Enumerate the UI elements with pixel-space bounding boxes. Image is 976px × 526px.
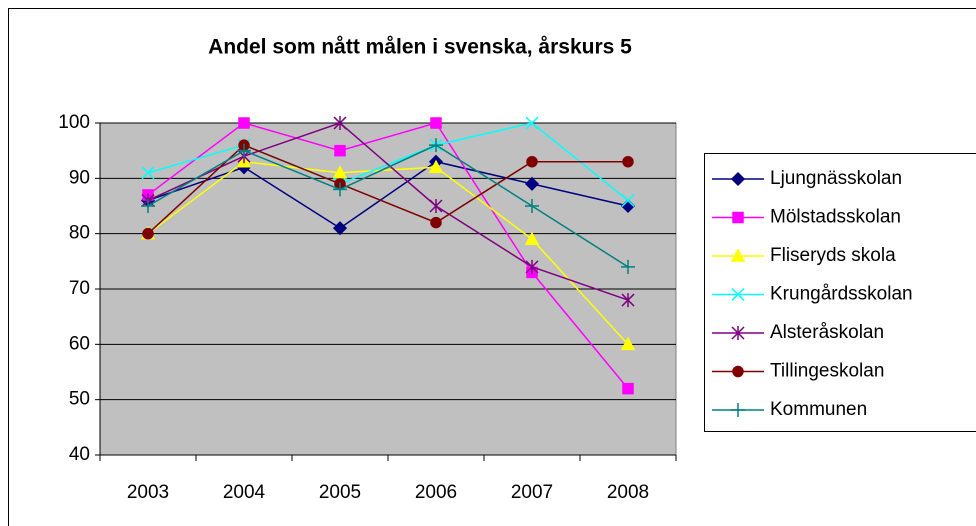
marker xyxy=(430,216,442,229)
x-tick-label: 2006 xyxy=(415,482,457,503)
series-line xyxy=(147,160,629,345)
legend-marker xyxy=(731,403,745,417)
marker xyxy=(621,293,635,308)
marker xyxy=(428,159,444,174)
marker xyxy=(622,155,634,168)
y-tick-label: 50 xyxy=(69,389,90,410)
marker xyxy=(524,176,540,191)
marker xyxy=(429,199,443,213)
legend-marker xyxy=(730,171,746,187)
chart-title: Andel som nått målen i svenska, årskurs … xyxy=(208,36,632,59)
legend-label: Mölstadsskolan xyxy=(770,207,901,228)
legend-marker xyxy=(731,287,745,302)
marker xyxy=(430,117,442,129)
legend-label: Kommunen xyxy=(770,399,867,420)
marker xyxy=(622,382,634,395)
y-tick-label: 40 xyxy=(69,444,90,465)
marker xyxy=(237,143,251,158)
marker xyxy=(621,193,635,207)
legend-label: Ljungnässkolan xyxy=(770,168,902,189)
x-tick-label: 2003 xyxy=(127,482,169,503)
marker xyxy=(333,116,347,130)
marker xyxy=(524,231,540,245)
x-tick-label: 2007 xyxy=(511,482,553,503)
y-tick-label: 100 xyxy=(58,112,90,133)
series-line xyxy=(147,144,629,268)
legend xyxy=(704,153,976,432)
legend-marker xyxy=(730,248,746,262)
series-line xyxy=(147,122,629,301)
x-tick-label: 2004 xyxy=(223,482,266,503)
marker xyxy=(141,199,155,213)
marker xyxy=(525,259,539,274)
legend-marker xyxy=(731,326,745,340)
y-tick-label: 60 xyxy=(69,333,90,354)
legend-label: Alsteråskolan xyxy=(770,322,884,343)
marker xyxy=(333,182,347,197)
legend-label: Krungårdsskolan xyxy=(770,284,913,305)
x-tick-label: 2008 xyxy=(607,482,649,503)
y-tick-label: 90 xyxy=(69,167,90,188)
marker xyxy=(526,155,538,168)
marker xyxy=(332,165,348,179)
y-tick-label: 70 xyxy=(69,278,90,299)
legend-marker xyxy=(732,211,744,224)
marker xyxy=(525,199,539,213)
marker xyxy=(429,138,443,153)
y-tick-label: 80 xyxy=(69,223,90,244)
marker xyxy=(238,117,250,129)
marker xyxy=(621,259,635,274)
legend-label: Tillingeskolan xyxy=(770,361,884,382)
legend-label: Fliseryds skola xyxy=(770,245,896,266)
legend-marker xyxy=(732,365,744,378)
marker xyxy=(334,144,346,157)
marker xyxy=(620,336,636,351)
marker xyxy=(525,116,539,130)
marker xyxy=(142,227,154,240)
marker xyxy=(141,166,155,180)
x-tick-label: 2005 xyxy=(319,482,361,503)
marker xyxy=(332,221,348,236)
series-line xyxy=(147,122,629,390)
